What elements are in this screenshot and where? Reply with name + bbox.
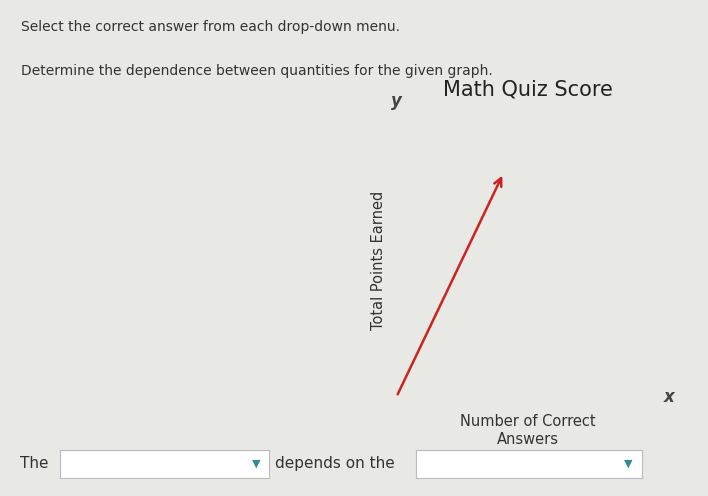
Text: Math Quiz Score: Math Quiz Score	[442, 79, 612, 99]
Text: y: y	[391, 92, 402, 111]
Text: The: The	[20, 456, 48, 471]
Text: Select the correct answer from each drop-down menu.: Select the correct answer from each drop…	[21, 20, 400, 34]
Text: ▼: ▼	[624, 459, 633, 469]
Text: Total Points Earned: Total Points Earned	[371, 191, 387, 330]
Text: Determine the dependence between quantities for the given graph.: Determine the dependence between quantit…	[21, 64, 493, 78]
Text: ▼: ▼	[252, 459, 261, 469]
Text: x: x	[664, 388, 675, 406]
Text: depends on the: depends on the	[275, 456, 394, 471]
Text: Number of Correct
Answers: Number of Correct Answers	[459, 414, 595, 446]
